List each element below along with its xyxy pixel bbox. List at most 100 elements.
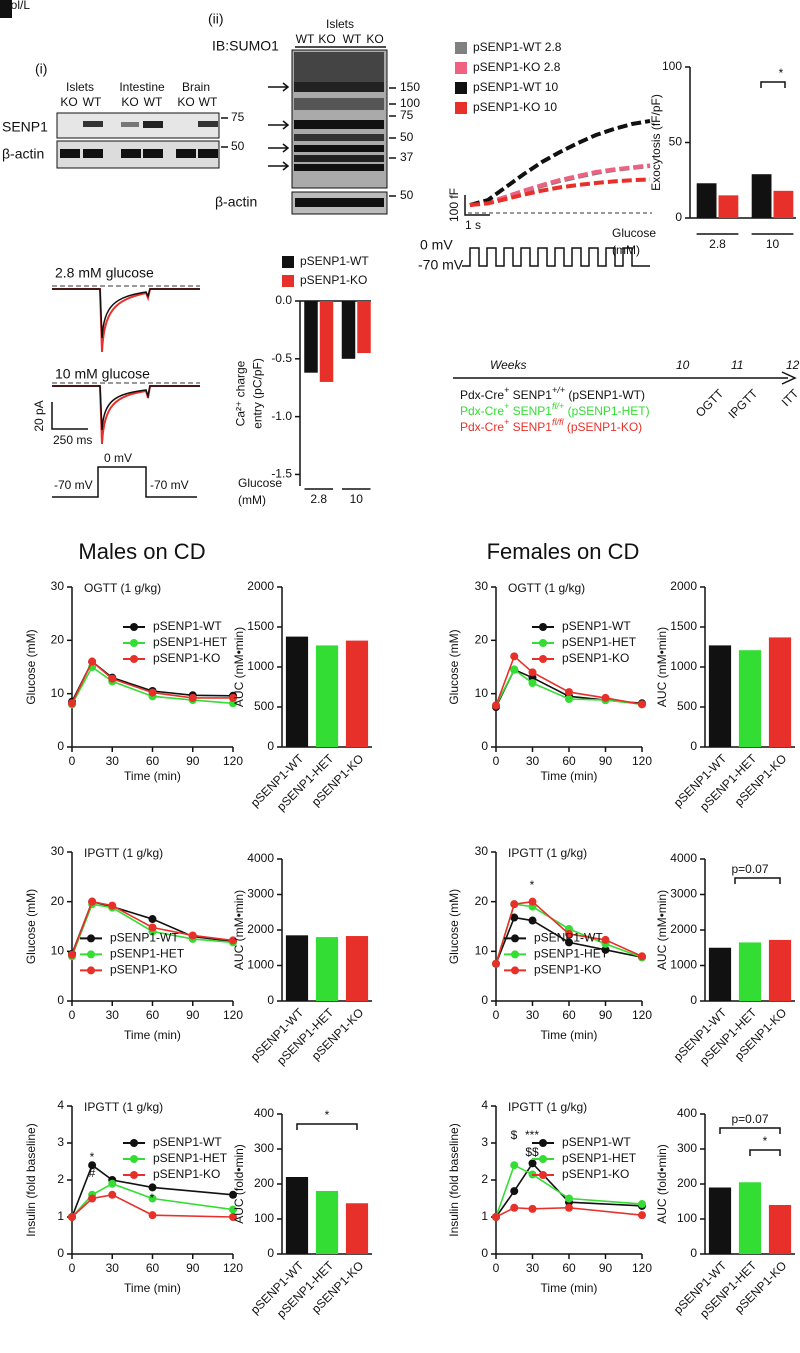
x-tick-label: 120: [223, 1008, 243, 1022]
y-tick-label: 2: [57, 1172, 64, 1186]
x-tick-label: 60: [146, 754, 160, 768]
y-tick-label: 10: [51, 944, 65, 958]
x-axis-label: Glucose: [238, 476, 282, 490]
y-tick-label: 20: [475, 894, 489, 908]
genotype-part: +/+: [552, 385, 565, 395]
data-point: [565, 929, 573, 938]
bar: [285, 636, 309, 747]
condition: 10 mM glucose: [55, 366, 150, 382]
y-tick-label: 20: [51, 894, 65, 908]
annotation: *: [150, 1191, 155, 1205]
data-point: [528, 1204, 537, 1213]
data-point: [528, 1159, 537, 1168]
y-tick-label: 0: [690, 1246, 697, 1260]
band: [294, 98, 384, 110]
data-point: [528, 916, 537, 925]
genotype-part: +: [504, 401, 509, 411]
condition: 2.8 mM glucose: [55, 265, 154, 281]
y-tick-label: 0: [481, 993, 488, 1007]
series-line: [495, 668, 643, 706]
band: [198, 149, 218, 158]
bar: [696, 183, 717, 218]
data-point: [148, 1183, 157, 1192]
significance-bracket: [296, 1123, 358, 1130]
data-point: [510, 1161, 519, 1170]
y-tick-label: 0: [481, 1246, 488, 1260]
bar: [345, 1203, 369, 1254]
legend-swatch: [511, 934, 519, 943]
significance-bracket: [734, 877, 781, 884]
band: [294, 164, 384, 171]
legend-label: pSENP1-KO: [300, 273, 367, 287]
trace: [52, 288, 200, 339]
data-point: [68, 699, 76, 708]
legend-label: pSENP1-KO: [110, 963, 177, 977]
x-tick-label: 60: [562, 754, 576, 768]
data-point: [565, 1203, 573, 1212]
marker: 37: [400, 150, 414, 164]
x-tick-label: 60: [562, 1008, 576, 1022]
pulse-train: [462, 247, 650, 267]
lane: KO: [121, 95, 138, 109]
legend-label: pSENP1-WT: [110, 931, 179, 945]
legend-label: pSENP1-KO: [153, 1167, 220, 1181]
data-point: [638, 1200, 646, 1209]
band: [198, 121, 218, 127]
x-axis-label: (mM): [612, 243, 640, 257]
x-tick-label: 0: [69, 754, 76, 768]
data-point: [510, 1187, 519, 1196]
scale-label: 1 s: [465, 218, 481, 232]
row-label: SENP1: [2, 119, 48, 135]
bar: [315, 937, 339, 1001]
bar: [304, 301, 318, 373]
chart-title: IPGTT (1 g/kg): [508, 846, 587, 860]
bar: [738, 650, 762, 747]
heading: Females on CD: [487, 539, 640, 564]
annotation: *: [325, 1108, 330, 1122]
week: 12: [786, 358, 800, 372]
y-tick-label: 0: [675, 210, 682, 224]
data-point: [148, 923, 157, 932]
bar: [718, 195, 739, 218]
tissue: Brain: [182, 80, 210, 94]
y-tick-label: 2000: [247, 922, 274, 936]
legend-swatch: [455, 62, 467, 74]
x-tick-label: 60: [146, 1261, 160, 1275]
x-tick-label: 90: [599, 754, 613, 768]
y-axis-label: Glucose (mM): [447, 629, 461, 704]
trace: [52, 385, 200, 431]
y-tick-label: 300: [677, 1141, 697, 1155]
bar: [319, 301, 334, 382]
band: [143, 149, 163, 158]
data-point: [601, 945, 610, 954]
y-tick-label: 4000: [247, 851, 274, 865]
row-label: β-actin: [2, 146, 44, 162]
genotype-part: fl/+: [552, 401, 564, 411]
legend-swatch: [539, 1155, 547, 1163]
y-tick-label: 2000: [670, 922, 697, 936]
genotype-part: SENP1: [509, 404, 552, 418]
genotype-part: Pdx-Cre: [460, 404, 504, 418]
x-tick-label: 120: [223, 1261, 243, 1275]
band: [294, 120, 384, 129]
bar: [751, 174, 772, 218]
voltage: -70 mV: [150, 478, 189, 492]
y-tick-label: -0.5: [271, 351, 292, 365]
data-point: [188, 931, 197, 940]
time-arrow: [453, 371, 797, 385]
legend-label: pSENP1-HET: [153, 635, 228, 649]
lane: KO: [177, 95, 194, 109]
data-point: [638, 700, 646, 709]
heading: Males on CD: [78, 539, 205, 564]
series-line: [469, 119, 651, 207]
legend-swatch: [87, 934, 95, 943]
y-axis-label: Insulin (fold baseline): [447, 1123, 461, 1236]
significance-bracket: [760, 81, 786, 88]
timeline-label: Weeks: [490, 358, 526, 372]
annotation: p=0.07: [731, 862, 768, 876]
voltage: 0 mV: [104, 451, 132, 465]
scale-bar: [51, 402, 88, 430]
bar: [708, 1187, 732, 1254]
bar: [285, 1177, 309, 1254]
data-point: [88, 1161, 97, 1170]
